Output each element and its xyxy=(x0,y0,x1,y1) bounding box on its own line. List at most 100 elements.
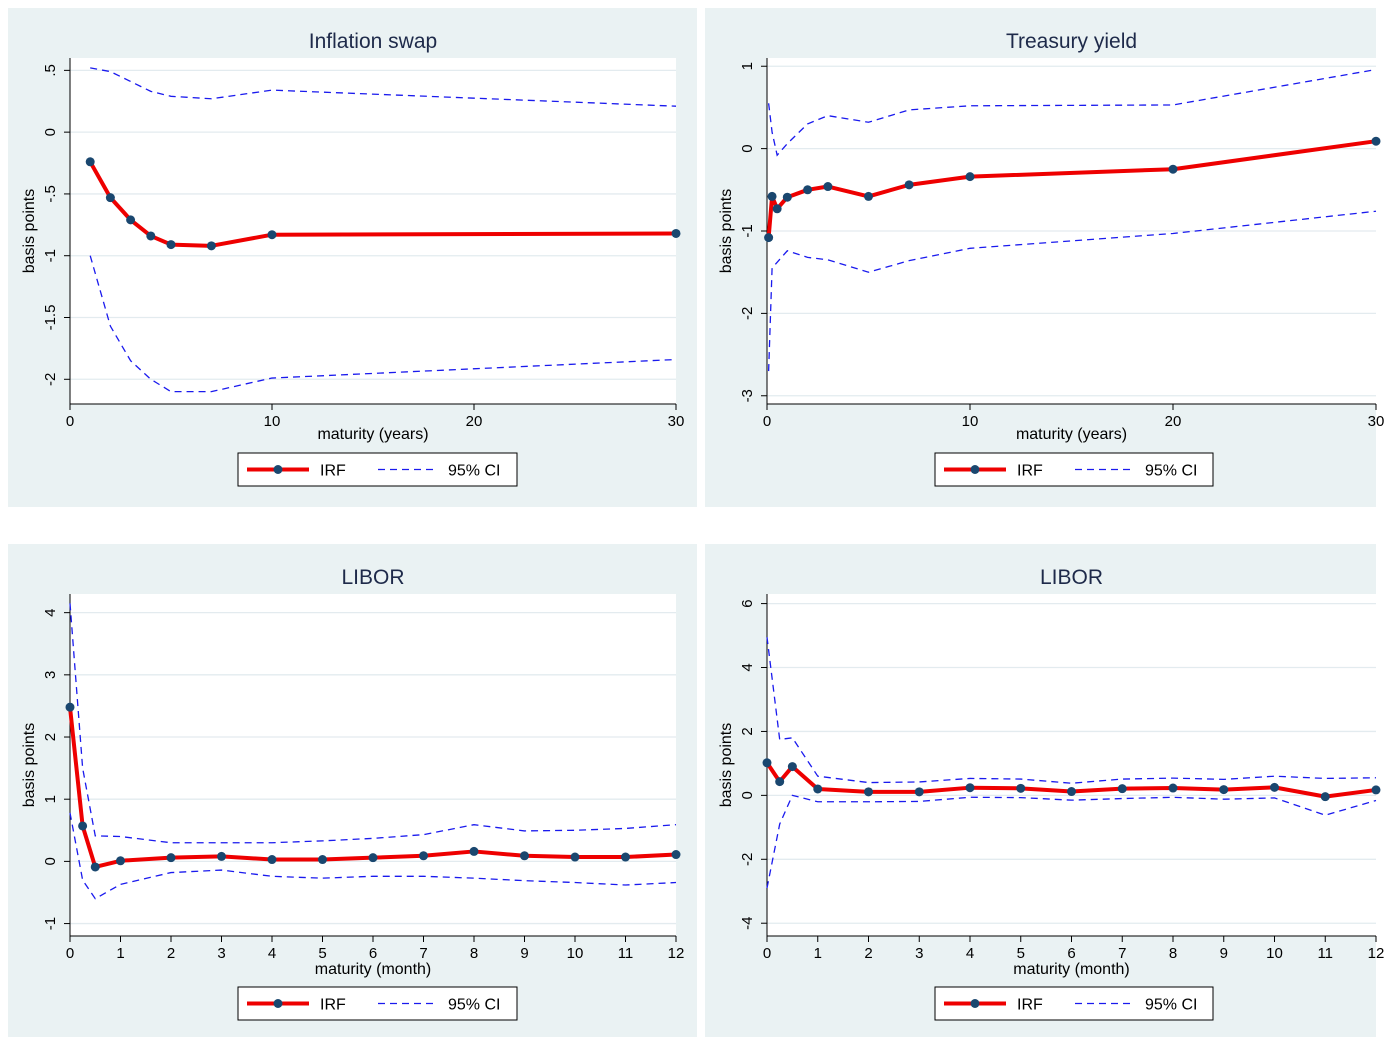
x-tick-label: 7 xyxy=(1118,945,1126,962)
x-tick-label: 8 xyxy=(1169,945,1177,962)
x-tick-label: 2 xyxy=(167,945,175,962)
legend-irf-label: IRF xyxy=(1017,997,1043,1014)
plot-area xyxy=(767,594,1376,936)
x-axis-label: maturity (month) xyxy=(315,961,431,978)
y-tick-label: 1 xyxy=(42,795,59,803)
y-axis-label: basis points xyxy=(718,189,735,274)
irf-data-point xyxy=(166,853,176,863)
chart-title: LIBOR xyxy=(341,566,404,589)
x-tick-label: 9 xyxy=(1220,945,1228,962)
x-tick-label: 4 xyxy=(966,945,974,962)
irf-data-point xyxy=(813,784,823,794)
y-tick-label: 4 xyxy=(42,608,59,616)
legend-ci-label: 95% CI xyxy=(448,997,500,1014)
irf-data-point xyxy=(368,853,378,863)
irf-data-point xyxy=(1016,783,1026,793)
x-tick-label: 5 xyxy=(318,945,326,962)
chart-panel-inflation-swap: .5 0 -.5 -1 -1.5 -2 0 10 20 30 Inflation swap matur… xyxy=(8,8,697,507)
legend-ci-label: 95% CI xyxy=(448,463,500,480)
irf-data-point xyxy=(965,783,975,793)
x-tick-label: 0 xyxy=(763,413,771,430)
y-tick-label: 1 xyxy=(739,62,756,70)
irf-data-point xyxy=(146,231,156,241)
x-tick-label: 12 xyxy=(668,945,685,962)
x-tick-label: 10 xyxy=(567,945,584,962)
x-tick-label: 1 xyxy=(116,945,124,962)
irf-data-point xyxy=(126,215,136,225)
irf-data-point xyxy=(105,193,115,203)
ci-series-line xyxy=(90,67,677,107)
y-tick-label: 0 xyxy=(42,857,59,865)
y-tick-label: -4 xyxy=(739,917,756,930)
x-tick-label: 8 xyxy=(470,945,478,962)
x-axis-label: maturity (years) xyxy=(1016,426,1127,443)
irf-data-point xyxy=(85,157,95,167)
x-tick-label: 0 xyxy=(763,945,771,962)
y-tick-label: -1.5 xyxy=(42,305,59,331)
irf-data-point xyxy=(267,230,277,240)
legend-irf-label: IRF xyxy=(320,463,346,480)
x-tick-label: 3 xyxy=(217,945,225,962)
x-tick-label: 4 xyxy=(268,945,276,962)
x-tick-label: 11 xyxy=(618,945,634,962)
x-axis-label: maturity (month) xyxy=(1013,961,1129,978)
irf-data-point xyxy=(1168,783,1178,793)
chart-inflation-swap: .5 0 -.5 -1 -1.5 -2 0 10 20 30 Inflation swap matur… xyxy=(21,30,685,487)
x-tick-label: 10 xyxy=(264,413,281,430)
legend-irf-label: IRF xyxy=(1017,463,1043,480)
legend-ci-label: 95% CI xyxy=(1145,463,1197,480)
legend-irf-marker xyxy=(970,465,980,474)
irf-data-point xyxy=(772,204,782,214)
legend: IRF 95% CI xyxy=(237,452,518,487)
irf-data-point xyxy=(864,787,873,797)
x-tick-label: 30 xyxy=(1368,413,1385,430)
x-tick-label: 5 xyxy=(1017,945,1025,962)
x-tick-label: 7 xyxy=(419,945,427,962)
chart-title: LIBOR xyxy=(1040,566,1103,589)
irf-data-point xyxy=(1168,164,1178,174)
x-tick-label: 11 xyxy=(1317,945,1333,962)
ci-series-line xyxy=(69,603,677,844)
irf-data-point xyxy=(864,191,873,201)
irf-data-point xyxy=(1067,787,1076,797)
irf-data-point xyxy=(764,233,774,243)
irf-data-point xyxy=(965,172,975,182)
ci-series-line xyxy=(767,68,1377,157)
plot-area xyxy=(70,58,676,404)
legend-ci-label: 95% CI xyxy=(1145,997,1197,1014)
x-tick-label: 0 xyxy=(66,945,74,962)
irf-data-point xyxy=(318,855,327,865)
legend-irf-label: IRF xyxy=(320,997,346,1014)
irf-data-point xyxy=(1219,785,1229,795)
irf-data-point xyxy=(775,777,785,787)
y-tick-label: -.5 xyxy=(42,185,59,203)
irf-data-point xyxy=(621,852,630,862)
irf-data-point xyxy=(1371,785,1381,795)
y-tick-label: -2 xyxy=(739,853,756,866)
ci-series-line xyxy=(89,255,677,393)
x-tick-label: 30 xyxy=(668,413,685,430)
irf-data-point xyxy=(570,852,580,862)
chart-panel-libor-left: 4 3 2 1 0 -1 0 1 2 3 4 5 6 7 8 9 10 11 12 LIBOR maturity (mo… xyxy=(8,544,697,1037)
irf-data-point xyxy=(823,182,833,192)
irf-data-point xyxy=(904,180,914,190)
y-axis-label: basis points xyxy=(21,723,38,808)
y-tick-label: -2 xyxy=(739,307,756,320)
y-tick-label: 2 xyxy=(739,727,756,735)
y-tick-label: 0 xyxy=(739,791,756,799)
irf-data-point xyxy=(914,787,924,797)
ci-series-line xyxy=(767,210,1377,372)
x-tick-label: 0 xyxy=(66,413,74,430)
irf-data-point xyxy=(469,846,479,856)
irf-data-point xyxy=(671,228,681,238)
irf-data-point xyxy=(1270,782,1279,792)
x-tick-label: 10 xyxy=(962,413,979,430)
chart-panel-treasury-yield: 1 0 -1 -2 -3 0 10 20 30 Treasury yield maturity (y… xyxy=(705,8,1384,507)
legend: IRF 95% CI xyxy=(934,452,1214,487)
irf-data-point xyxy=(782,192,792,202)
x-tick-label: 12 xyxy=(1368,945,1385,962)
irf-data-point xyxy=(520,851,529,861)
x-tick-label: 6 xyxy=(1067,945,1075,962)
irf-data-point xyxy=(1371,136,1381,146)
